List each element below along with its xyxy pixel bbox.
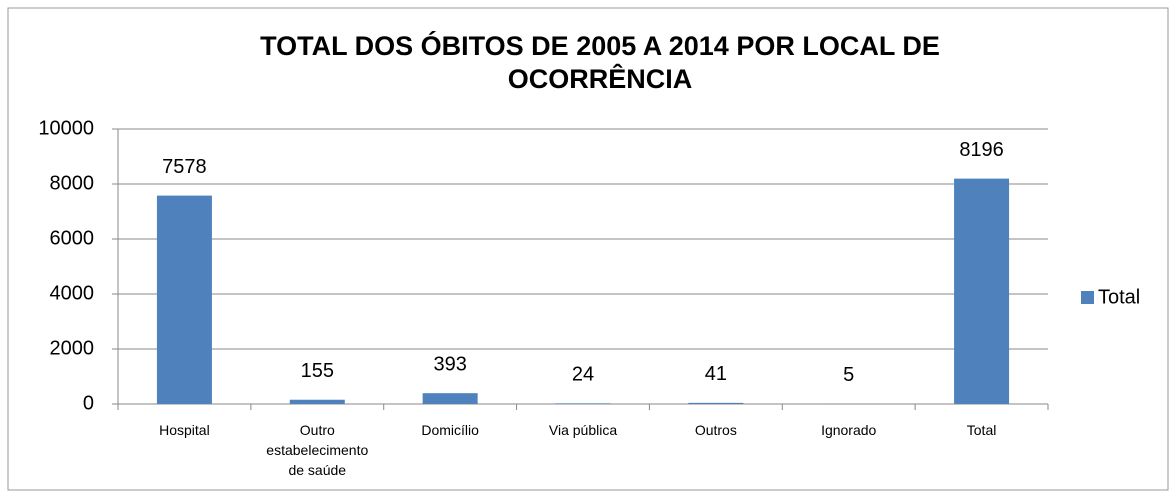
data-label: 24 bbox=[572, 364, 594, 386]
bar bbox=[954, 178, 1010, 404]
data-label: 8196 bbox=[959, 139, 1004, 161]
data-label: 5 bbox=[843, 364, 854, 386]
data-label: 155 bbox=[301, 360, 334, 382]
x-tick-label: Total bbox=[966, 422, 997, 438]
x-tick-label: Domicílio bbox=[421, 422, 479, 438]
y-tick-label: 10000 bbox=[38, 117, 94, 139]
y-tick-label: 8000 bbox=[50, 172, 95, 194]
data-label: 7578 bbox=[162, 156, 207, 178]
y-tick-label: 6000 bbox=[50, 227, 95, 249]
chart-title: TOTAL DOS ÓBITOS DE 2005 A 2014 POR LOCA… bbox=[260, 31, 940, 94]
bar bbox=[422, 393, 478, 404]
x-tick-label: Outro estabelecimento de saúde bbox=[266, 422, 369, 478]
x-tick-label: Ignorado bbox=[821, 422, 877, 438]
x-tick-label: Via pública bbox=[548, 422, 618, 438]
legend-label: Total bbox=[1098, 286, 1140, 308]
bar bbox=[688, 402, 744, 404]
data-label: 393 bbox=[433, 353, 466, 375]
y-tick-label: 2000 bbox=[50, 337, 95, 359]
bar bbox=[289, 399, 345, 404]
x-tick-label: Outros bbox=[694, 422, 737, 438]
x-tick-label: Hospital bbox=[159, 422, 210, 438]
data-label: 41 bbox=[705, 363, 727, 385]
chart-frame bbox=[7, 7, 1169, 491]
bar bbox=[555, 403, 611, 404]
y-tick-label: 0 bbox=[83, 392, 94, 414]
legend-swatch bbox=[1081, 291, 1094, 304]
bar bbox=[156, 195, 212, 404]
y-tick-label: 4000 bbox=[50, 282, 95, 304]
